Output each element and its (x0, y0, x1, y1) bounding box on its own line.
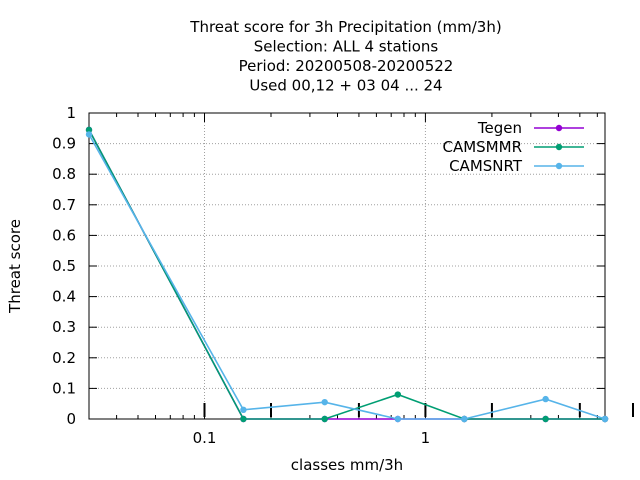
x-tick-label: 1 (421, 429, 431, 447)
title-line: Selection: ALL 4 stations (254, 38, 439, 56)
data-point (542, 395, 549, 403)
x-axis-ticks: 0.1 1 (116, 113, 598, 447)
y-tick-label: 0.1 (52, 379, 76, 397)
series-lines (85, 126, 609, 423)
data-point (85, 131, 93, 138)
y-axis-label: Threat score (6, 219, 24, 314)
y-tick-label: 0.4 (52, 288, 76, 306)
legend-marker (555, 124, 563, 132)
data-point (240, 406, 247, 414)
data-point (321, 415, 328, 423)
legend-label: CAMSNRT (449, 157, 523, 175)
class-boundary-markers (203, 403, 634, 417)
legend-label: CAMSMMR (442, 138, 522, 156)
data-point (321, 398, 328, 406)
title-line: Threat score for 3h Precipitation (mm/3h… (189, 18, 501, 36)
y-tick-label: 0.6 (52, 226, 76, 244)
title-line: Used 00,12 + 03 04 ... 24 (249, 77, 442, 95)
x-axis-label: classes mm/3h (291, 456, 403, 474)
y-tick-label: 0 (66, 410, 76, 428)
title-line: Period: 20200508-20200522 (239, 57, 454, 75)
x-tick-label: 0.1 (193, 429, 217, 447)
legend-marker (555, 143, 563, 151)
data-point (394, 415, 402, 423)
y-tick-label: 1 (66, 104, 76, 122)
legend-label: Tegen (477, 119, 522, 137)
y-tick-label: 0.2 (52, 349, 76, 367)
y-tick-label: 0.8 (52, 165, 76, 183)
y-tick-label: 0.3 (52, 318, 76, 336)
data-point (601, 415, 609, 423)
legend-marker (555, 162, 563, 170)
series-line (88, 129, 605, 420)
series-line (88, 134, 606, 420)
data-point (461, 415, 468, 423)
y-tick-label: 0.5 (52, 257, 76, 275)
grid-lines (89, 113, 605, 419)
data-point (542, 415, 549, 423)
y-axis-ticks: 0 0.1 0.2 0.3 0.4 0.5 0.6 0.7 0.8 0.9 1 (52, 104, 605, 428)
y-tick-label: 0.9 (52, 135, 76, 153)
y-tick-label: 0.7 (52, 196, 76, 214)
chart-title: Threat score for 3h Precipitation (mm/3h… (189, 18, 501, 95)
data-point (85, 126, 93, 134)
data-point (240, 415, 247, 423)
data-point (394, 391, 402, 398)
